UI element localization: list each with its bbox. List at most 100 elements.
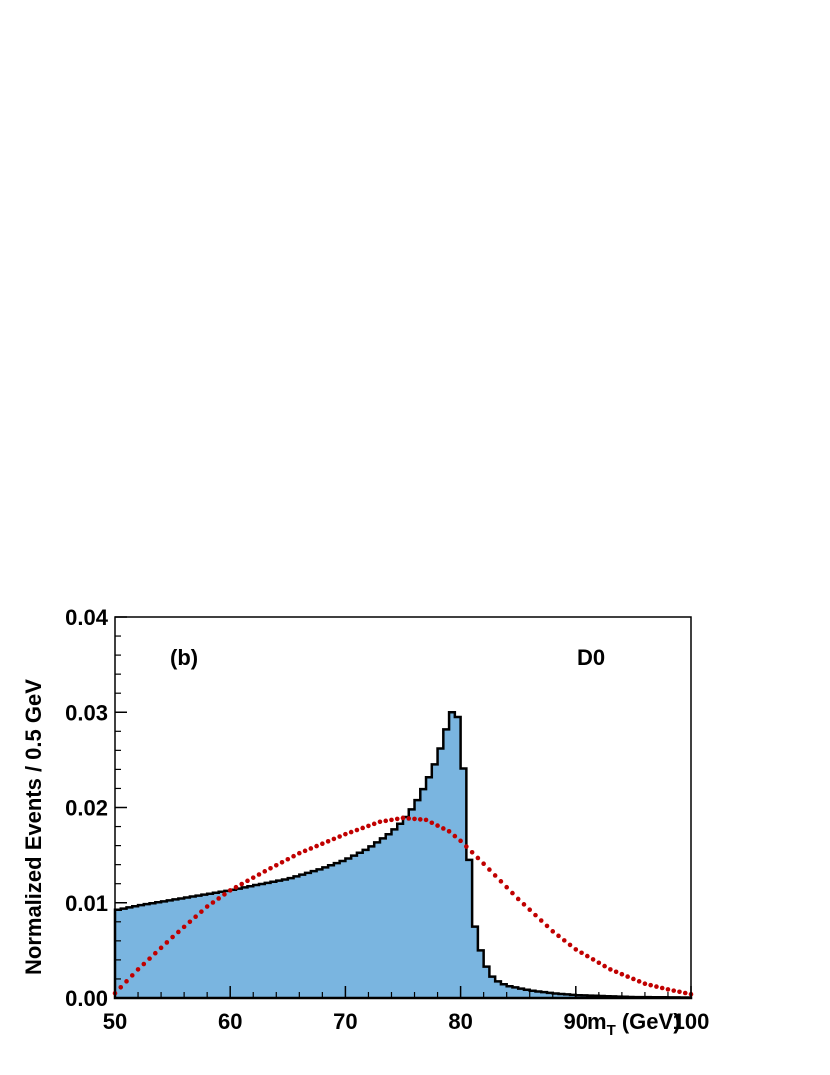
curve-point	[446, 829, 452, 834]
curve-point	[239, 881, 245, 887]
curve-point	[176, 929, 181, 935]
curve-point	[204, 904, 210, 909]
curve-point	[187, 919, 193, 925]
x-tick-label: 90	[564, 1009, 588, 1034]
curve-point	[585, 953, 590, 959]
y-tick-label: 0.04	[65, 605, 109, 630]
x-axis-title-units: (GeV)	[616, 1009, 681, 1034]
curve-point	[291, 853, 296, 859]
curve-point	[164, 940, 170, 945]
curve-point	[452, 833, 458, 839]
curve-point	[268, 866, 273, 871]
curve-point	[504, 884, 509, 890]
curve-point	[521, 902, 527, 907]
curve-point	[273, 862, 279, 868]
histogram-area	[113, 711, 693, 1000]
curve-point	[492, 873, 498, 878]
curve-point	[285, 856, 291, 862]
curve-point	[348, 829, 354, 835]
curve-point	[550, 929, 556, 934]
y-tick-label: 0.00	[65, 986, 108, 1011]
x-tick-label: 80	[448, 1009, 472, 1034]
curve-point	[659, 985, 665, 991]
annotation-b: (b)	[170, 645, 198, 670]
curve-point	[590, 957, 596, 962]
y-tick-label: 0.03	[65, 700, 108, 725]
curve-point	[158, 945, 164, 951]
curve-point	[181, 924, 187, 930]
x-axis-title-main: m	[587, 1009, 607, 1034]
curve-point	[297, 850, 302, 856]
x-axis-title-subscript: T	[607, 1022, 616, 1039]
curve-point	[498, 879, 504, 884]
curve-point	[579, 950, 584, 956]
curve-point	[222, 892, 227, 897]
curve-point	[279, 859, 285, 865]
curve-point	[210, 900, 216, 905]
curve-point	[417, 817, 423, 822]
curve-point	[654, 984, 659, 989]
curve-point	[636, 979, 642, 984]
curve-point	[538, 918, 544, 923]
curve-point	[458, 838, 463, 844]
curve-point	[129, 973, 135, 978]
curve-point	[256, 872, 262, 877]
curve-point	[642, 981, 648, 987]
curve-point	[648, 982, 653, 988]
curve-point	[389, 817, 394, 823]
curve-point	[320, 841, 325, 846]
curve-point	[153, 950, 158, 956]
curve-point	[170, 934, 175, 940]
curve-point	[544, 923, 550, 929]
curve-point	[464, 844, 469, 849]
curve-point	[383, 818, 389, 824]
curve-point	[250, 875, 256, 880]
curve-point	[682, 990, 688, 996]
curve-point	[665, 987, 671, 992]
y-tick-label: 0.02	[65, 796, 108, 821]
curve-point	[124, 979, 129, 984]
curve-point	[510, 890, 515, 896]
curve-point	[354, 827, 360, 833]
curve-point	[556, 933, 561, 939]
curve-point	[337, 834, 342, 839]
x-tick-label: 60	[218, 1009, 242, 1034]
curve-point	[262, 869, 268, 874]
curve-point	[406, 816, 412, 821]
curve-point	[227, 888, 233, 893]
curve-point	[613, 969, 619, 975]
curve-point	[475, 855, 481, 861]
curve-point	[435, 823, 440, 828]
curve-point	[141, 961, 147, 967]
y-axis-title: Normalized Events / 0.5 GeV	[21, 679, 46, 975]
curve-point	[423, 817, 429, 823]
curve-point	[533, 912, 538, 918]
curve-point	[343, 831, 348, 837]
curve-point	[325, 839, 331, 844]
curve-point	[561, 938, 567, 943]
curve-point	[147, 956, 152, 961]
curve-point	[193, 914, 198, 920]
curve-point	[619, 971, 625, 977]
curve-point	[199, 909, 204, 914]
curve-point	[469, 849, 475, 855]
y-tick-label: 0.01	[65, 891, 108, 916]
x-axis-title: mT (GeV)	[587, 1009, 681, 1039]
curve-point	[677, 989, 682, 995]
curve-point	[608, 967, 613, 972]
curve-point	[308, 846, 314, 851]
curve-point	[671, 988, 677, 993]
curve-point	[216, 896, 221, 901]
curve-point	[625, 974, 630, 979]
curve-point	[631, 976, 636, 982]
curve-point	[602, 963, 607, 969]
curve-point	[487, 867, 492, 872]
curve-point	[515, 896, 521, 902]
x-tick-label: 100	[673, 1009, 710, 1034]
curve-point	[135, 967, 141, 972]
curve-point	[412, 816, 417, 822]
plot-layer	[112, 711, 694, 1000]
curve-point	[360, 825, 365, 831]
curve-point	[377, 819, 383, 825]
